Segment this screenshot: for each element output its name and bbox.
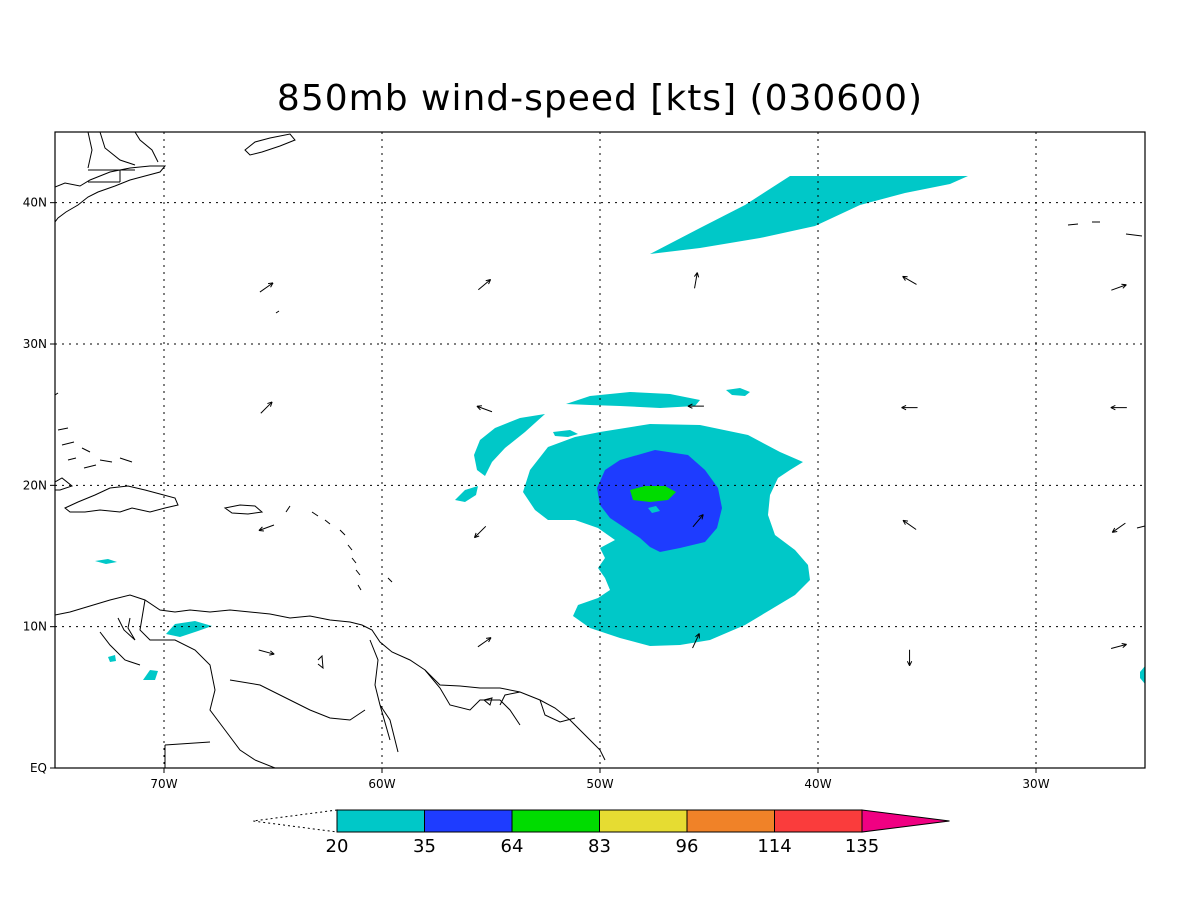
colorbar-label: 96 bbox=[676, 836, 699, 857]
colorbar-bin bbox=[599, 809, 688, 833]
shade-20-west-a bbox=[166, 621, 212, 637]
map-grid bbox=[55, 132, 1145, 768]
shade-20-blob-a bbox=[726, 388, 750, 396]
coast-cape-verde bbox=[1136, 525, 1145, 529]
coast-trinidad bbox=[317, 654, 324, 670]
colorbar-over-triangle bbox=[861, 809, 950, 833]
wind-vector bbox=[259, 282, 274, 293]
colorbar-label: 20 bbox=[326, 836, 349, 857]
x-tick-label: 30W bbox=[1022, 777, 1049, 791]
wind-speed-shading bbox=[95, 176, 1145, 684]
colorbar-bin bbox=[336, 809, 425, 833]
x-tick-label: 60W bbox=[368, 777, 395, 791]
colorbar-bin bbox=[424, 809, 513, 833]
coast-cuba bbox=[55, 477, 74, 491]
y-tick-label: 40N bbox=[23, 196, 47, 210]
y-tick-label: EQ bbox=[30, 761, 47, 775]
wind-vector bbox=[473, 525, 487, 539]
coast-puerto-rico bbox=[223, 504, 264, 515]
wind-vector bbox=[1111, 522, 1126, 533]
shade-64-center bbox=[630, 486, 676, 502]
wind-vector bbox=[692, 633, 700, 649]
coast-hispaniola bbox=[64, 485, 179, 513]
shade-20-eye bbox=[648, 506, 660, 513]
y-tick-label: 10N bbox=[23, 620, 47, 634]
coast-south-america-north bbox=[55, 594, 606, 761]
wind-vector bbox=[258, 649, 275, 656]
x-tick-label: 40W bbox=[804, 777, 831, 791]
colorbar-label: 83 bbox=[588, 836, 611, 857]
wind-vectors bbox=[258, 272, 1127, 666]
y-tick-label: 30N bbox=[23, 337, 47, 351]
coast-islets bbox=[275, 310, 493, 706]
wind-vector bbox=[901, 404, 918, 411]
coast-bahamas bbox=[57, 427, 133, 469]
coast-lesser-antilles bbox=[285, 505, 393, 591]
colorbar-bin bbox=[686, 809, 775, 833]
wind-vector bbox=[693, 272, 700, 289]
x-tick-label: 70W bbox=[150, 777, 177, 791]
colorbar-bin bbox=[774, 809, 863, 833]
coast-northeast bbox=[87, 132, 159, 169]
coast-north-america bbox=[55, 165, 167, 223]
shade-20-west-c bbox=[143, 670, 158, 680]
shade-20-blob-c bbox=[455, 486, 478, 502]
wind-vector bbox=[1110, 404, 1127, 411]
coast-nova-scotia bbox=[244, 133, 296, 156]
map-axes: 70W 60W 50W 40W 30W EQ 10N 20N 30N 40N bbox=[23, 196, 1050, 791]
coastlines bbox=[55, 132, 1145, 768]
coast-azores bbox=[1067, 221, 1143, 237]
colorbar-label: 114 bbox=[757, 836, 791, 857]
wind-vector bbox=[477, 637, 492, 648]
x-tick-label: 50W bbox=[586, 777, 613, 791]
colorbar: 20 35 64 83 96 114 135 bbox=[252, 809, 950, 857]
shade-20-blob-b bbox=[553, 430, 578, 437]
border-state-lines bbox=[88, 169, 135, 183]
coast-south-bottom bbox=[164, 741, 276, 768]
wind-vector bbox=[1111, 283, 1127, 291]
wind-vector bbox=[258, 524, 275, 532]
wind-vector bbox=[260, 401, 273, 414]
colorbar-bin bbox=[511, 809, 600, 833]
colorbar-under-triangle bbox=[252, 809, 338, 833]
border-countries bbox=[99, 599, 576, 761]
colorbar-label: 64 bbox=[501, 836, 524, 857]
wind-vector bbox=[476, 405, 493, 413]
wind-vector bbox=[1110, 642, 1127, 650]
shade-20-north-band bbox=[650, 176, 968, 254]
shade-20-west-b bbox=[95, 559, 117, 564]
y-tick-label: 20N bbox=[23, 478, 47, 492]
wind-vector bbox=[692, 514, 704, 528]
shade-35-core bbox=[597, 450, 722, 552]
wind-vector bbox=[906, 649, 913, 666]
wind-vector bbox=[687, 403, 704, 409]
shade-20-east-edge bbox=[1140, 666, 1145, 684]
coast-lake-maracaibo bbox=[117, 617, 136, 641]
wind-vector bbox=[478, 279, 492, 291]
shade-20-west-d bbox=[108, 655, 116, 662]
colorbar-label: 35 bbox=[413, 836, 436, 857]
colorbar-label: 135 bbox=[845, 836, 879, 857]
shade-20-arc bbox=[474, 414, 545, 476]
shade-20-band-upper bbox=[566, 392, 700, 408]
map-title: 850mb wind-speed [kts] (030600) bbox=[276, 78, 924, 119]
wind-vector bbox=[902, 275, 917, 285]
wind-vector bbox=[902, 519, 917, 530]
